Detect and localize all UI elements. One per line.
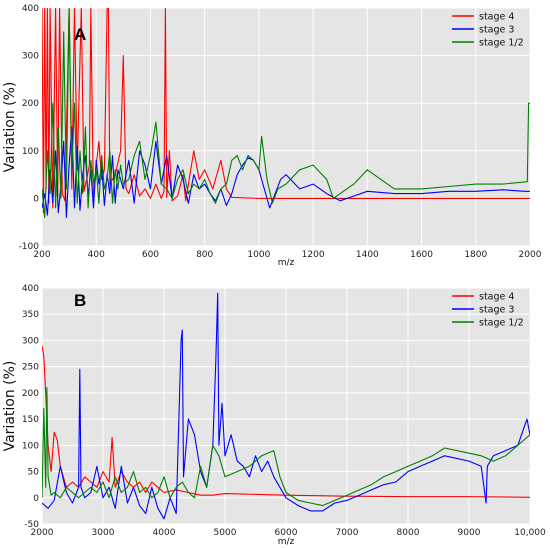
y-tick-label-b: 50: [28, 468, 40, 478]
panel-b: 2000 3000 4000 5000 6000 7000 8000 9000 10,000-5…: [2, 284, 546, 547]
x-tick-label-b: 3000: [92, 528, 115, 538]
x-tick-label-b: 7000: [336, 528, 359, 538]
x-tick-label-b: 5000: [214, 528, 237, 538]
x-tick-label-b: 9000: [458, 528, 481, 538]
y-axis-label-b: Variation (%): [2, 361, 18, 452]
series-line-b-stage-1-2: [42, 387, 530, 507]
series-line-b-stage-4: [42, 345, 530, 498]
y-tick-label-b: 200: [22, 389, 39, 399]
x-tick-label-b: 8000: [397, 528, 420, 538]
y-tick-label-b: 250: [22, 363, 39, 373]
x-tick-label-b: 6000: [275, 528, 298, 538]
panel-letter-b: B: [74, 291, 86, 310]
legend-label-a: stage 4: [479, 12, 514, 23]
x-tick-label-a: 200: [33, 250, 50, 260]
x-tick-label-a: 1200: [302, 250, 325, 260]
y-tick-label-a: 0: [33, 194, 39, 204]
series-line-a-stage-4: [42, 8, 530, 214]
x-tick-label-a: 1800: [464, 250, 487, 260]
plot-area-a: [42, 8, 530, 246]
ticks-b: 2000 3000 4000 5000 6000 7000 8000 9000 10,000-5…: [22, 284, 546, 538]
y-axis-label-a: Variation (%): [2, 82, 18, 173]
series-line-a-stage-3: [42, 126, 530, 218]
y-tick-label-b: 0: [33, 494, 39, 504]
y-tick-label-a: 300: [22, 52, 39, 62]
x-axis-label-a: m/z: [278, 258, 295, 268]
y-tick-label-b: 100: [22, 441, 39, 451]
series-lines-a: [42, 8, 530, 218]
series-line-a-stage-1-2: [42, 8, 530, 218]
x-tick-label-a: 1600: [410, 250, 433, 260]
y-tick-label-a: 200: [22, 99, 39, 109]
y-tick-label-a: 100: [22, 147, 39, 157]
x-tick-label-a: 1400: [356, 250, 379, 260]
legend-a: stage 4 stage 3 stage 1/2: [452, 12, 524, 49]
x-tick-label-a: 600: [142, 250, 159, 260]
x-tick-label-a: 400: [88, 250, 105, 260]
y-tick-label-b: 150: [22, 415, 39, 425]
series-lines-b: [42, 292, 530, 520]
x-axis-label-b: m/z: [278, 537, 295, 547]
y-tick-label-a: -100: [19, 242, 40, 252]
x-tick-label-b: 4000: [153, 528, 176, 538]
legend-label-a: stage 3: [479, 25, 514, 36]
series-line-b-stage-3: [42, 292, 530, 520]
y-tick-label-b: -50: [24, 520, 39, 530]
x-tick-label-a: 800: [196, 250, 213, 260]
legend-label-b: stage 4: [479, 292, 514, 303]
y-tick-label-a: 400: [22, 4, 39, 14]
panel-letter-a: A: [74, 25, 86, 44]
legend-b: stage 4 stage 3 stage 1/2: [452, 292, 524, 329]
y-tick-label-b: 400: [22, 284, 39, 294]
ticks-a: 200 400 600 800 1000 1200 1400 1600 1800 2000-100…: [19, 4, 542, 260]
y-tick-label-b: 300: [22, 336, 39, 346]
grid-b: [41, 287, 531, 525]
x-tick-label-a: 2000: [519, 250, 542, 260]
x-tick-label-b: 2000: [31, 528, 54, 538]
legend-label-b: stage 3: [479, 305, 514, 316]
grid-a: [41, 7, 531, 247]
panel-a: 200 400 600 800 1000 1200 1400 1600 1800 2000-100…: [2, 4, 542, 268]
legend-label-a: stage 1/2: [479, 38, 524, 49]
y-tick-label-b: 350: [22, 310, 39, 320]
legend-label-b: stage 1/2: [479, 318, 524, 329]
x-tick-label-b: 10,000: [514, 528, 546, 538]
x-tick-label-a: 1000: [247, 250, 270, 260]
